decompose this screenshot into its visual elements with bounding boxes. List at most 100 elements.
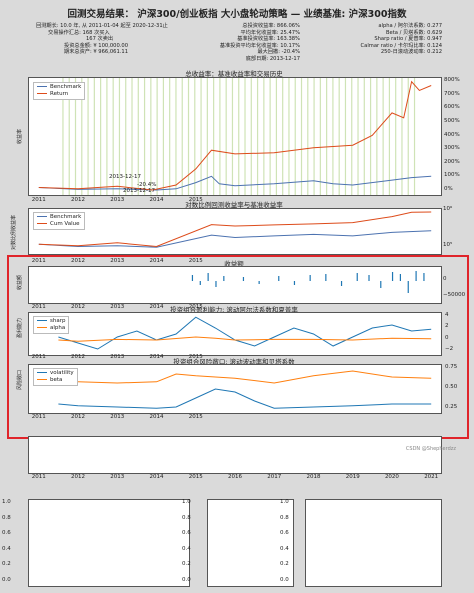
mid-stats: 总投资收益率: 866.06% 平均年化收益率: 25.47% 基准投资收益率:… xyxy=(219,23,300,62)
holding-period-band xyxy=(225,78,227,195)
x-tick-label: 2011 xyxy=(31,258,46,264)
chart1-yticks: 800% 700% 600% 500% 400% 300% 200% 100% 0% xyxy=(442,77,472,194)
profit-bar xyxy=(391,272,394,281)
holding-period-band xyxy=(125,78,127,195)
chart4-xticks: 2011 2012 2013 2014 2015 xyxy=(28,354,440,362)
y-tick-label: 1.0 xyxy=(2,499,11,505)
holding-period-band xyxy=(200,78,202,195)
profit-bar xyxy=(223,276,225,281)
holding-period-band xyxy=(275,78,278,195)
y-tick-label: 500% xyxy=(444,117,460,124)
holding-period-band xyxy=(332,78,334,195)
holding-period-band xyxy=(238,78,240,195)
legend-item-benchmark: Benchmark xyxy=(37,214,81,221)
y-tick-label: 0.4 xyxy=(280,545,289,552)
y-tick-label: 800% xyxy=(444,77,460,83)
chart1-title: 总收益率：基准收益率和交易历史 xyxy=(185,70,283,78)
stat-row: 167 次卖出 xyxy=(86,36,114,43)
chart3-ylabel: 收益额 xyxy=(17,274,23,290)
legend-item-volatility: volatility xyxy=(37,370,74,377)
x-tick-label: 2011 xyxy=(31,414,46,420)
holding-period-band xyxy=(106,78,108,195)
x-tick-label: 2015 xyxy=(188,304,203,310)
x-tick-label: 2012 xyxy=(71,414,86,420)
x-tick-label: 2013 xyxy=(110,258,125,264)
profit-bar xyxy=(356,273,358,281)
holding-period-band xyxy=(112,78,114,195)
y-tick-label: 700% xyxy=(444,90,460,97)
holding-period-band xyxy=(351,78,353,195)
empty-subplot-1 xyxy=(28,499,190,587)
holding-period-band xyxy=(68,78,70,195)
chart5-ylabel: 风险敞口 xyxy=(17,369,23,390)
holding-period-band xyxy=(313,78,315,195)
x-tick-label: 2011 xyxy=(31,354,46,360)
y-tick-label: 0.50 xyxy=(445,384,458,390)
chart1-ylabel: 收益率 xyxy=(17,128,23,144)
chart1-panel: Benchmark Return 2013-12-17 -20.4% 2013-… xyxy=(28,77,442,196)
empty-panel xyxy=(28,436,442,474)
y-tick-label: 1.0 xyxy=(182,499,191,505)
annotation-date: 2013-12-17 xyxy=(109,174,141,180)
holding-period-band xyxy=(319,78,321,195)
stat-row: 投资总金额: ¥ 100,000.00 xyxy=(64,42,128,49)
holding-period-band xyxy=(181,78,183,195)
legend-item-benchmark: Benchmark xyxy=(37,84,81,91)
x-tick-label: 2020 xyxy=(384,474,399,480)
holding-period-band xyxy=(87,78,89,195)
x-tick-label: 2012 xyxy=(71,304,86,310)
x-tick-label: 2014 xyxy=(149,354,164,360)
x-tick-label: 2014 xyxy=(149,197,164,203)
x-tick-label: 2015 xyxy=(188,354,203,360)
x-tick-label: 2011 xyxy=(31,197,46,203)
holding-period-band xyxy=(74,78,77,195)
chart3-title: 收益额 xyxy=(224,260,244,268)
annotation-drawdown: -20.4% xyxy=(137,182,157,188)
x-tick-label: 2013 xyxy=(110,304,125,310)
y-tick-label: 0.0 xyxy=(2,577,11,583)
x-tick-label: 2015 xyxy=(188,414,203,420)
chart4-yticks: 4 2 0 −2 xyxy=(443,312,465,354)
series-line-benchmark xyxy=(38,230,432,248)
y-tick-label: 300% xyxy=(444,145,460,152)
y-tick-label: 0.6 xyxy=(2,530,11,537)
chart1-xticks: 2011 2012 2013 2014 2015 xyxy=(28,197,440,205)
y-tick-label: 400% xyxy=(444,131,460,138)
profit-bar xyxy=(325,274,327,281)
holding-period-band xyxy=(263,78,265,195)
holding-period-band xyxy=(288,78,290,195)
holding-period-band xyxy=(407,78,409,195)
chart1-svg xyxy=(38,78,432,195)
x-tick-label: 2011 xyxy=(31,474,46,480)
holding-period-band xyxy=(338,78,340,195)
x-tick-label: 2013 xyxy=(110,354,125,360)
y-tick-label: 0.8 xyxy=(2,514,11,521)
series-line-alpha xyxy=(58,336,432,342)
holding-period-band xyxy=(156,78,158,195)
holding-period-band xyxy=(187,78,190,195)
holding-period-band xyxy=(81,78,83,195)
holding-period-band xyxy=(169,78,171,195)
profit-bar xyxy=(415,271,417,281)
profit-bar xyxy=(199,281,201,285)
y-tick-label: 0 xyxy=(445,334,449,341)
holding-period-band xyxy=(194,78,196,195)
x-tick-label: 2013 xyxy=(110,414,125,420)
legend-item-alpha: alpha xyxy=(37,325,65,332)
holding-period-band xyxy=(150,78,152,195)
y-tick-label: 0.25 xyxy=(445,404,458,410)
profit-bar xyxy=(423,273,425,281)
holding-period-band xyxy=(388,78,391,195)
x-tick-label: 2013 xyxy=(110,474,125,480)
chart3-svg xyxy=(191,271,425,293)
legend-item-return: Return xyxy=(37,91,81,98)
chart4-legend: sharp alpha xyxy=(33,316,70,334)
subplot-1-yticks: 1.0 0.8 0.6 0.4 0.2 0.0 xyxy=(0,499,28,589)
holding-period-band xyxy=(376,78,378,195)
series-line-volatility xyxy=(58,388,432,409)
y-tick-label: 0.0 xyxy=(280,577,289,583)
chart5-title: 投资组合风险敞口: 滚动波动率和贝塔系数 xyxy=(173,358,295,366)
left-stats: 回测期长: 10.0 年, 从 2011-01-04 起至 2020-12-31… xyxy=(36,23,168,56)
holding-period-band xyxy=(307,78,309,195)
chart2-legend: Benchmark Cum Value xyxy=(33,212,86,230)
